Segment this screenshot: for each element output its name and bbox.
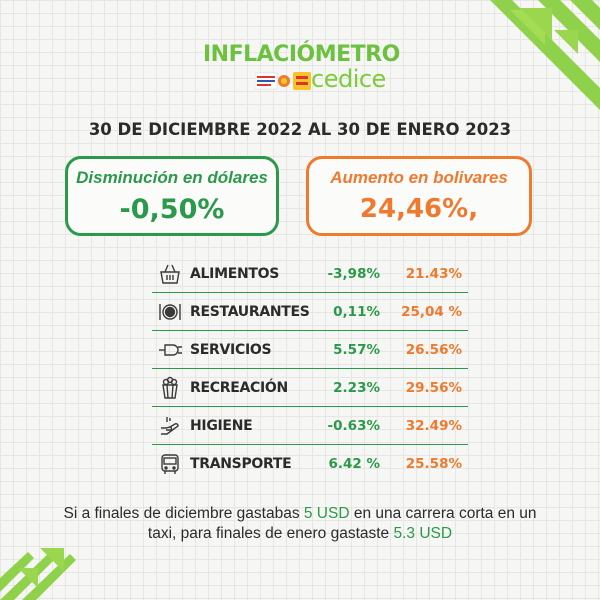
table-row: HIGIENE -0.63% 32.49% (152, 407, 468, 445)
logo-title: INFLACIÓMETRO (203, 42, 400, 67)
category-usd-change: -0.63% (327, 418, 380, 434)
date-range: 30 DE DICIEMBRE 2022 AL 30 DE ENERO 2023 (88, 120, 512, 139)
category-name: RECREACIÓN (190, 380, 288, 396)
logo-subtitle: cedice (311, 65, 386, 93)
usd-change-value: -0,50% (119, 194, 225, 225)
category-name: RESTAURANTES (190, 304, 310, 320)
category-usd-change: 0,11% (333, 304, 380, 320)
table-row: RESTAURANTES 0,11% 25,04 % (152, 293, 468, 331)
bus-icon (161, 454, 179, 474)
ves-change-card: Aumento en bolivares 24,46%, (306, 156, 532, 236)
plug-icon (159, 344, 182, 356)
table-row: ALIMENTOS -3,98% 21.43% (152, 255, 468, 293)
category-name: TRANSPORTE (190, 456, 292, 472)
ves-change-label: Aumento en bolivares (330, 168, 508, 187)
table-row: SERVICIOS 5.57% 26.56% (152, 331, 468, 369)
observatorio-badge-icon (255, 72, 311, 90)
decorative-arrows-icon (0, 548, 76, 600)
category-ves-change: 32.49% (405, 418, 462, 434)
category-ves-change: 25.58% (405, 456, 462, 472)
category-table: ALIMENTOS -3,98% 21.43% RESTAURANTES 0,1… (152, 255, 468, 483)
category-usd-change: -3,98% (327, 266, 380, 282)
category-name: SERVICIOS (190, 342, 272, 358)
ves-change-value: 24,46%, (359, 194, 479, 224)
decorative-arrows-icon (490, 0, 600, 110)
logo: INFLACIÓMETRO cedice (203, 42, 403, 102)
category-ves-change: 21.43% (405, 266, 462, 282)
taxi-example-text: Si a finales de diciembre gastabas 5 USD… (60, 504, 540, 544)
footer-amount-december: 5 USD (303, 505, 350, 522)
category-ves-change: 26.56% (405, 342, 462, 358)
popcorn-icon (162, 376, 178, 399)
shopping-basket-icon (160, 264, 180, 284)
category-name: HIGIENE (190, 418, 253, 434)
table-row: RECREACIÓN 2.23% 29.56% (152, 369, 468, 407)
category-ves-change: 29.56% (405, 380, 462, 396)
category-usd-change: 6.42 % (328, 456, 380, 472)
hand-wash-icon (161, 417, 179, 435)
category-usd-change: 2.23% (333, 380, 380, 396)
footer-text: en una carrera corta en un taxi, para fi… (147, 505, 537, 542)
up-down-arrow-icon (217, 44, 229, 88)
category-name: ALIMENTOS (190, 266, 280, 282)
footer-text: Si a finales de diciembre gastabas (63, 505, 304, 522)
usd-change-label: Disminución en dólares (76, 168, 268, 187)
table-row: TRANSPORTE 6.42 % 25.58% (152, 445, 468, 483)
category-ves-change: 25,04 % (401, 304, 462, 320)
plate-cutlery-icon (159, 304, 181, 320)
category-usd-change: 5.57% (333, 342, 380, 358)
usd-change-card: Disminución en dólares -0,50% (65, 156, 279, 236)
footer-amount-january: 5.3 USD (393, 525, 453, 542)
